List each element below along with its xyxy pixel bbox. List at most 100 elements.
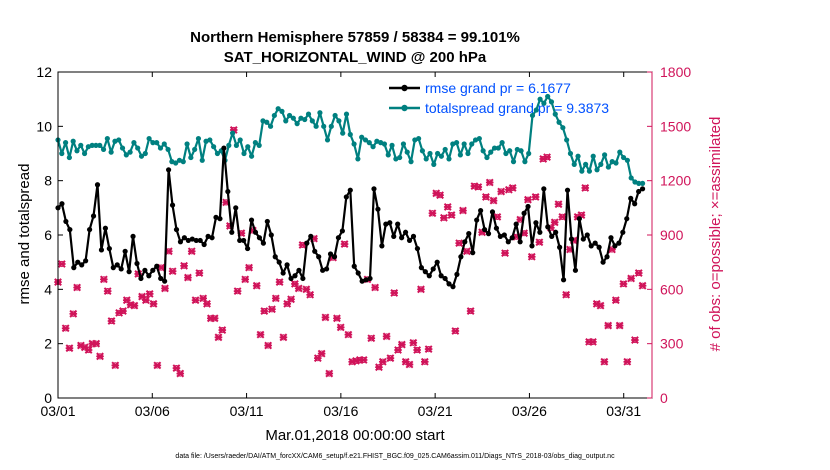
obs-assimilated-marker — [619, 279, 628, 288]
totalspread-point — [598, 161, 604, 167]
rmse-point — [632, 201, 638, 207]
obs-assimilated-marker — [176, 369, 185, 378]
rmse-point — [410, 233, 417, 239]
obs-assimilated-marker — [111, 361, 120, 370]
totalspread-point — [431, 161, 437, 167]
rmse-point — [541, 186, 547, 192]
totalspread-point — [81, 150, 88, 157]
rmse-point — [375, 206, 381, 212]
totalspread-point — [548, 99, 555, 105]
obs-assimilated-marker — [390, 289, 399, 297]
rmse-point — [316, 254, 322, 260]
obs-assimilated-marker — [581, 184, 590, 192]
rmse-point — [537, 229, 543, 235]
y2-tick-label: 1200 — [660, 173, 691, 189]
obs-assimilated-marker — [168, 267, 177, 276]
y-tick-label: 12 — [36, 64, 52, 80]
totalspread-point — [317, 110, 323, 116]
x-axis-label: Mar.01,2018 00:00:00 start — [265, 427, 445, 444]
totalspread-point — [119, 145, 126, 151]
obs-assimilated-marker — [474, 183, 483, 191]
totalspread-point — [404, 149, 410, 155]
rmse-point — [142, 267, 148, 273]
obs-assimilated-marker — [489, 196, 498, 205]
rmse-point — [205, 233, 211, 239]
rmse-point — [252, 229, 259, 235]
rmse-point — [434, 259, 440, 265]
totalspread-point — [245, 144, 251, 150]
totalspread-point — [522, 159, 528, 165]
rmse-point — [304, 240, 310, 246]
totalspread-point — [533, 107, 539, 113]
rmse-point — [331, 254, 338, 260]
obs-assimilated-marker — [344, 330, 353, 339]
obs-assimilated-marker — [375, 363, 383, 372]
obs-assimilated-marker — [451, 327, 460, 335]
obs-assimilated-marker — [92, 339, 101, 348]
rmse-point — [75, 259, 81, 265]
rmse-point — [572, 267, 579, 273]
totalspread-point — [564, 137, 570, 143]
x-tick-label: 03/06 — [135, 403, 170, 419]
obs-assimilated-marker — [455, 239, 464, 248]
obs-assimilated-marker — [183, 273, 192, 282]
obs-assimilated-marker — [187, 247, 196, 256]
obs-assimilated-marker — [367, 334, 376, 343]
obs-assimilated-marker — [459, 206, 467, 215]
totalspread-point — [499, 140, 505, 146]
totalspread-point — [613, 160, 619, 166]
rmse-point — [169, 202, 176, 208]
rmse-point — [454, 271, 460, 277]
obs-assimilated-marker — [550, 218, 559, 227]
obs-assimilated-marker — [524, 195, 532, 204]
rmse-point — [560, 277, 567, 283]
totalspread-point — [74, 148, 80, 154]
rmse-point — [197, 237, 203, 244]
totalspread-point — [469, 141, 475, 147]
obs-assimilated-marker — [149, 299, 158, 308]
rmse-point — [442, 275, 448, 282]
totalspread-point — [256, 142, 262, 148]
obs-assimilated-marker — [107, 317, 116, 325]
obs-assimilated-marker — [543, 153, 551, 162]
totalspread-point — [305, 111, 312, 117]
rmse-point — [292, 273, 298, 279]
rmse-point — [276, 259, 282, 265]
totalspread-point — [294, 121, 300, 127]
rmse-point — [628, 195, 634, 201]
totalspread-point — [362, 137, 369, 143]
obs-assimilated-marker — [397, 340, 406, 349]
rmse-point — [173, 226, 180, 233]
totalspread-point — [142, 150, 148, 157]
totalspread-point — [586, 168, 593, 174]
totalspread-point — [438, 153, 444, 159]
obs-assimilated-marker — [611, 296, 620, 305]
totalspread-point — [131, 140, 137, 146]
rmse-point — [351, 263, 357, 269]
obs-assimilated-marker — [57, 260, 66, 268]
totalspread-point — [347, 131, 353, 138]
obs-assimilated-marker — [497, 187, 506, 196]
totalspread-point — [545, 93, 551, 100]
obs-assimilated-marker — [371, 283, 380, 292]
obs-assimilated-marker — [394, 346, 402, 354]
rmse-point — [256, 235, 263, 241]
totalspread-point — [321, 123, 327, 129]
rmse-point — [339, 228, 345, 234]
obs-assimilated-marker — [336, 323, 345, 332]
obs-assimilated-marker — [531, 193, 540, 201]
totalspread-point — [135, 145, 141, 151]
rmse-point — [383, 221, 389, 227]
rmse-point — [466, 231, 472, 237]
obs-assimilated-marker — [554, 200, 563, 209]
y-tick-label: 6 — [44, 227, 52, 243]
totalspread-point — [264, 119, 270, 125]
obs-assimilated-marker — [382, 332, 391, 341]
y2-axis-label: # of obs: o=possible; ×=assimilated — [707, 117, 724, 352]
obs-count-layer — [54, 126, 647, 378]
rmse-point — [280, 270, 286, 276]
y2-tick-label: 1800 — [660, 64, 691, 80]
rmse-point — [497, 233, 503, 239]
rmse-point — [209, 235, 215, 241]
obs-assimilated-marker — [279, 333, 288, 342]
